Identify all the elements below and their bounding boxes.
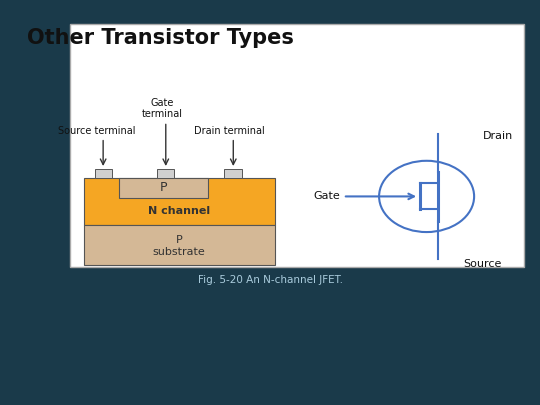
Text: Drain: Drain [483,131,514,141]
Text: N channel: N channel [148,207,211,216]
Text: Gate
terminal: Gate terminal [141,98,183,119]
Bar [94,169,112,178]
Bar [119,178,208,198]
Text: Other Transistor Types: Other Transistor Types [27,28,294,48]
Text: Drain terminal: Drain terminal [194,126,265,136]
Bar [84,178,275,225]
Text: Gate: Gate [313,192,340,201]
Text: Source terminal: Source terminal [58,126,136,136]
Bar [224,169,242,178]
Bar [70,24,524,267]
Text: Fig. 5-20 An N-channel JFET.: Fig. 5-20 An N-channel JFET. [198,275,342,286]
Bar [157,169,174,178]
Bar [84,225,275,265]
Text: P: P [160,181,167,194]
Text: Source: Source [463,260,502,269]
Text: P
substrate: P substrate [153,235,206,257]
